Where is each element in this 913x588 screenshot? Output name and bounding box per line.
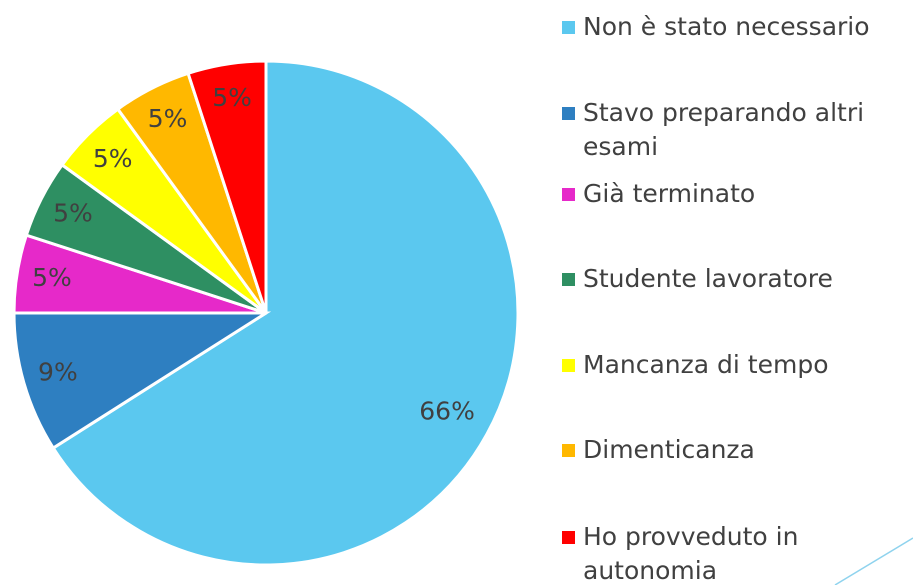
legend-label: Studente lavoratore xyxy=(583,264,833,293)
legend-item: Studente lavoratore xyxy=(562,262,907,296)
pie-slice xyxy=(186,59,268,314)
legend-label: Dimenticanza xyxy=(583,435,755,464)
pie-slice xyxy=(12,311,272,451)
legend-item: Non è stato necessario xyxy=(562,10,907,44)
pie-slice xyxy=(51,59,520,567)
legend-swatch xyxy=(562,531,575,544)
legend-item: Mancanza di tempo xyxy=(562,348,907,382)
data-label: 5% xyxy=(53,199,93,228)
decoration xyxy=(834,537,913,585)
legend-label: Ho provveduto in autonomia xyxy=(583,522,799,585)
data-label: 5% xyxy=(32,263,72,292)
legend-label: Stavo preparando altri esami xyxy=(583,98,865,161)
legend-swatch xyxy=(562,21,575,34)
data-label: 5% xyxy=(148,104,188,133)
data-label: 9% xyxy=(38,357,78,386)
legend-label: Mancanza di tempo xyxy=(583,350,829,379)
data-label: 5% xyxy=(93,144,133,173)
legend-swatch xyxy=(562,107,575,120)
data-label: 66% xyxy=(419,397,475,426)
legend-swatch xyxy=(562,444,575,457)
legend-swatch xyxy=(562,188,575,201)
legend-label: Non è stato necessario xyxy=(583,12,870,41)
data-label: 5% xyxy=(212,83,252,112)
legend-item: Già terminato xyxy=(562,177,907,211)
legend-item: Ho provveduto in autonomia xyxy=(562,520,907,588)
legend-swatch xyxy=(562,273,575,286)
legend-label: Già terminato xyxy=(583,179,756,208)
legend-swatch xyxy=(562,359,575,372)
legend-item: Dimenticanza xyxy=(562,433,907,467)
legend-item: Stavo preparando altri esami xyxy=(562,96,907,164)
